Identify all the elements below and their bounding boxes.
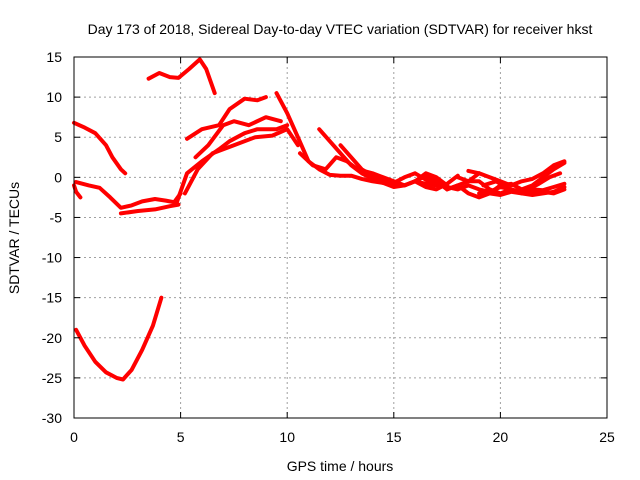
series-arc-1 xyxy=(72,120,128,176)
grid xyxy=(74,57,607,418)
chart-title: Day 173 of 2018, Sidereal Day-to-day VTE… xyxy=(88,21,593,37)
x-tick-label: 15 xyxy=(386,429,402,445)
series-arc-3 xyxy=(74,180,183,210)
series-arc-11 xyxy=(274,91,439,186)
series-arc-20 xyxy=(481,171,563,194)
axis-ticks: 0 5 10 15 20 25 -30 -25 -20 -15 -10 -5 0 5 10 15 xyxy=(42,49,615,445)
y-tick-label: 15 xyxy=(46,49,62,65)
x-tick-label: 25 xyxy=(599,429,615,445)
series-arc-9 xyxy=(185,95,268,141)
x-tick-label: 0 xyxy=(70,429,78,445)
series-arc-18 xyxy=(466,159,567,188)
series-arc-6 xyxy=(74,295,164,382)
series-arc-14 xyxy=(338,143,482,192)
series-arc-4 xyxy=(118,202,181,216)
series-arc-2 xyxy=(72,183,83,200)
y-tick-label: 5 xyxy=(54,129,62,145)
y-tick-label: -25 xyxy=(42,370,62,386)
x-axis-label: GPS time / hours xyxy=(287,458,394,474)
y-tick-label: 0 xyxy=(54,169,62,185)
x-tick-label: 20 xyxy=(493,429,509,445)
series-arc-8 xyxy=(182,127,300,196)
y-axis-label: SDTVAR / TECUs xyxy=(6,182,22,294)
y-tick-label: -15 xyxy=(42,290,62,306)
x-tick-label: 5 xyxy=(177,429,185,445)
y-tick-label: -30 xyxy=(42,410,62,426)
series-arc-7 xyxy=(174,123,290,206)
y-tick-label: 10 xyxy=(46,89,62,105)
plot-area xyxy=(72,57,567,382)
x-tick-label: 10 xyxy=(279,429,295,445)
y-tick-label: -5 xyxy=(50,209,63,225)
series-arc-19 xyxy=(477,185,567,197)
y-tick-label: -20 xyxy=(42,330,62,346)
series-arc-5 xyxy=(146,57,217,96)
series-arc-10 xyxy=(193,115,283,160)
plot-frame xyxy=(73,56,608,419)
y-tick-label: -10 xyxy=(42,250,62,266)
series-arc-13 xyxy=(317,127,460,192)
